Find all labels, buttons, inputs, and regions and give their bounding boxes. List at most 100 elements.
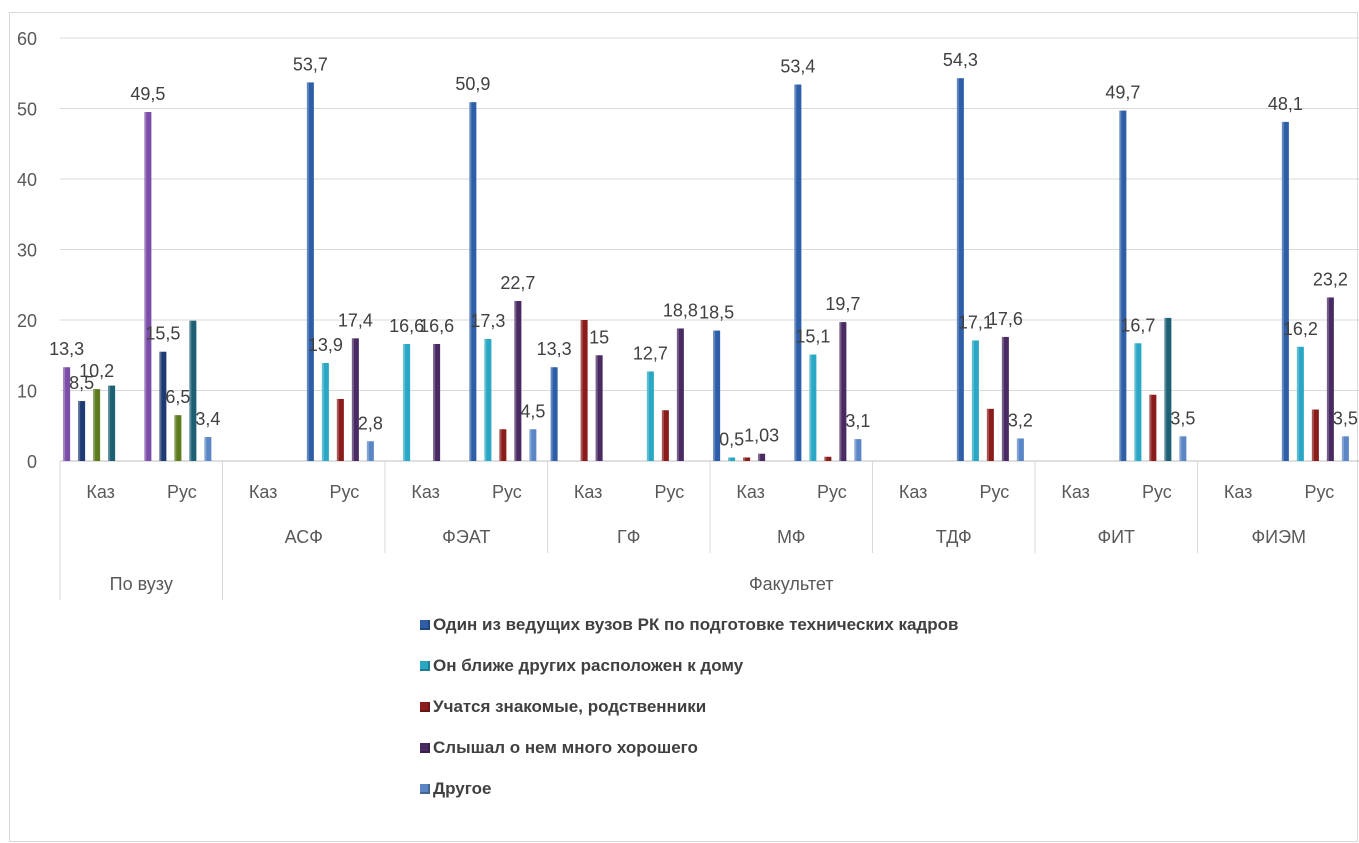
x-group-label: По вузу: [110, 574, 173, 594]
data-label: 4,5: [520, 401, 545, 421]
bar-highlight: [676, 328, 679, 461]
bar-highlight: [174, 415, 177, 461]
bar: [1149, 394, 1157, 461]
bar: [956, 78, 964, 461]
data-label: 12,7: [633, 343, 668, 363]
bar-highlight: [1001, 336, 1004, 461]
data-label: 3,5: [1333, 408, 1358, 428]
bar: [1296, 346, 1304, 461]
bar: [713, 330, 721, 461]
bar: [854, 439, 862, 461]
bar: [1016, 438, 1024, 461]
bar: [351, 338, 359, 461]
x-category-label: Рус: [1304, 482, 1334, 502]
bar-highlight: [529, 429, 532, 461]
chart-legend: Один из ведущих вузов РК по подготовке т…: [420, 610, 958, 815]
bar: [1341, 436, 1349, 461]
x-category-label: Рус: [329, 482, 359, 502]
bar-highlight: [144, 112, 147, 462]
data-label: 17,6: [988, 309, 1023, 329]
data-label: 3,4: [195, 409, 220, 429]
bar-highlight: [1164, 317, 1167, 461]
x-category-label: Каз: [899, 482, 928, 502]
bar-highlight: [403, 343, 406, 461]
bar-highlight: [794, 84, 797, 461]
x-category-label: Рус: [654, 482, 684, 502]
bar-highlight: [1149, 394, 1152, 461]
data-label: 15: [589, 327, 609, 347]
x-faculty-label: ФИЭМ: [1251, 527, 1306, 547]
bar: [1281, 121, 1289, 462]
bar: [1326, 297, 1334, 461]
data-label: 17,3: [470, 311, 505, 331]
bar-highlight: [433, 343, 436, 461]
bar: [174, 415, 182, 461]
legend-label: Слышал о нем много хорошего: [433, 738, 698, 757]
bar-highlight: [484, 339, 487, 461]
data-label: 23,2: [1313, 269, 1348, 289]
data-label: 53,4: [780, 57, 815, 77]
data-label: 53,7: [293, 54, 328, 74]
bar: [108, 385, 116, 461]
bar-highlight: [1179, 436, 1182, 461]
data-label: 54,3: [943, 50, 978, 70]
data-label: 50,9: [455, 74, 490, 94]
bar: [595, 355, 603, 461]
bar: [661, 410, 669, 461]
data-label: 8,5: [69, 373, 94, 393]
bar-highlight: [1119, 110, 1122, 462]
bar-highlight: [93, 389, 96, 461]
data-label: 13,3: [49, 339, 84, 359]
data-label: 17,4: [338, 310, 373, 330]
legend-swatch: [420, 661, 430, 671]
legend-item: Он ближе других расположен к дому: [420, 651, 958, 681]
bar-highlight: [550, 367, 553, 461]
data-label: 17,1: [958, 312, 993, 332]
x-category-label: Рус: [817, 482, 847, 502]
bar-highlight: [986, 408, 989, 461]
x-category-label: Рус: [167, 482, 197, 502]
data-label: 15,1: [795, 327, 830, 347]
bar: [1134, 343, 1142, 461]
data-label: 1,03: [744, 426, 779, 446]
bar-highlight: [1281, 121, 1284, 462]
x-faculty-label: ГФ: [617, 527, 640, 547]
bar-highlight: [351, 338, 354, 461]
data-label: 18,5: [699, 303, 734, 323]
bar-highlight: [824, 456, 827, 461]
data-label: 2,8: [358, 413, 383, 433]
bar-highlight: [595, 355, 598, 461]
legend-swatch: [420, 620, 430, 630]
bar: [204, 437, 212, 461]
bar: [809, 354, 817, 461]
bar-highlight: [108, 385, 111, 461]
x-category-label: Каз: [249, 482, 278, 502]
bar-highlight: [713, 330, 716, 461]
y-tick-label: 40: [17, 170, 37, 190]
bar: [1119, 110, 1127, 462]
bar: [403, 343, 411, 461]
data-label: 10,2: [79, 361, 114, 381]
bar: [469, 102, 477, 461]
bar-highlight: [1016, 438, 1019, 461]
bar-highlight: [1296, 346, 1299, 461]
chart-frame: [9, 12, 1358, 842]
y-tick-label: 0: [27, 452, 37, 472]
data-label: 16,7: [1120, 315, 1155, 335]
x-faculty-label: ТДФ: [936, 527, 972, 547]
bar: [839, 322, 847, 461]
bar: [1179, 436, 1187, 461]
legend-swatch: [420, 702, 430, 712]
bar: [321, 363, 329, 461]
data-label: 16,6: [419, 316, 454, 336]
x-category-label: Каз: [411, 482, 440, 502]
bar-highlight: [469, 102, 472, 461]
bar: [743, 457, 751, 461]
bar: [499, 429, 507, 461]
bar: [580, 320, 588, 461]
bar: [159, 351, 167, 461]
bar: [676, 328, 684, 461]
bar-highlight: [661, 410, 664, 461]
bar: [93, 389, 101, 461]
bar-highlight: [956, 78, 959, 461]
